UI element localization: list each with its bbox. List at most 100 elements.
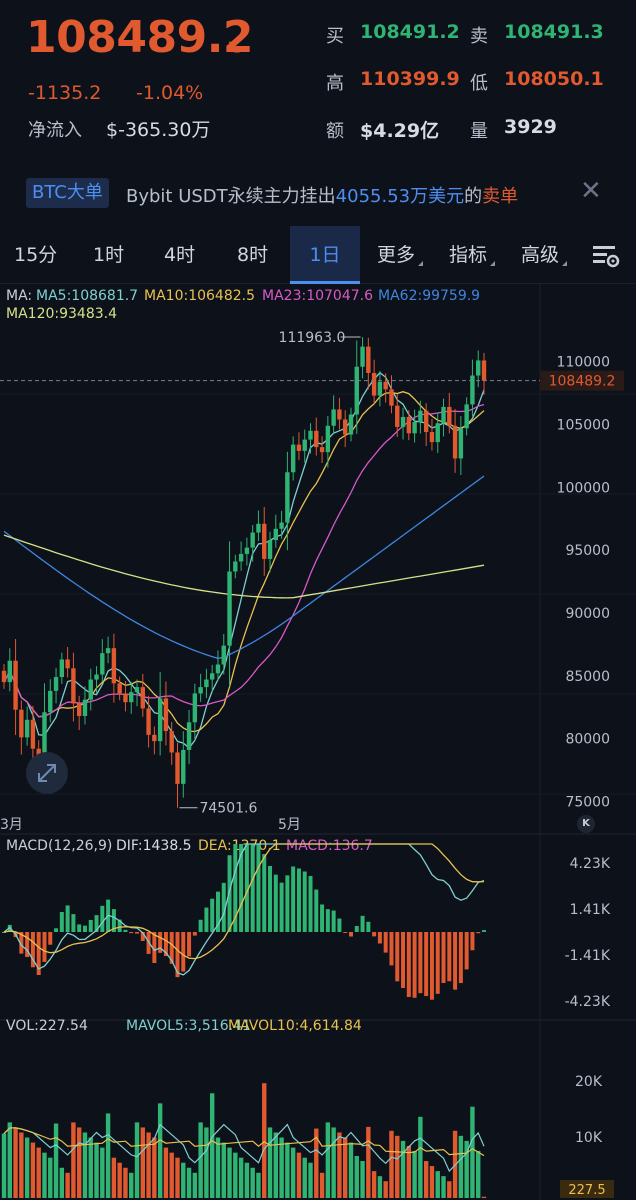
candle-body [458,428,464,459]
macd-hist-bar [169,932,174,964]
candle-body [30,719,36,749]
tab-15m[interactable]: 15分 [14,244,58,266]
volume-bar [13,1127,18,1198]
volume-bar [117,1162,122,1198]
change-percent: -1.04% [136,82,204,104]
volume-bar [366,1126,371,1198]
volume-bar [233,1152,238,1198]
mavol10-line [3,1127,485,1157]
candle-body [13,660,18,710]
close-icon[interactable]: ✕ [580,176,602,206]
candle-body [24,719,30,738]
banner-message[interactable]: Bybit USDT永续主力挂出4055.53万美元的卖单 [126,182,518,208]
candle-body [285,472,290,523]
volume-bar [429,1166,435,1198]
candle-body [157,698,163,742]
volume-bar [186,1167,192,1198]
volume-bar [458,1135,464,1198]
volume-label: 量 [470,121,488,142]
candle-body [117,683,122,694]
price-chart[interactable]: MA: MA5:108681.7 MA10:106482.5 MA23:1070… [0,284,636,1200]
price-y-axis: 110000 105000 100000 95000 90000 85000 80000 75… [557,355,610,811]
volume-bar [285,1142,290,1198]
ask-label: 卖 [470,26,488,47]
macd-hist-bar [429,932,434,1000]
tab-1d[interactable]: 1日 [290,226,360,284]
mavol10-legend: MAVOL10:4,614.84 [228,1018,362,1034]
price-y-tick: 85000 [565,669,610,685]
price-y-tick: 100000 [557,480,610,496]
price-y-tick: 75000 [565,794,610,810]
tab-indicators[interactable]: 指标 [449,226,496,284]
macd-hist-bar [192,932,197,936]
price-y-tick: 105000 [557,418,610,434]
tab-8h[interactable]: 8时 [237,244,269,266]
change-absolute: -1135.2 [28,82,102,104]
macd-hist-bar [424,932,429,997]
macd-hist-bar [48,932,53,945]
vol-legend: VOL:227.54 [6,1018,88,1034]
macd-hist-bar [42,932,47,962]
volume-bar [146,1132,151,1198]
tab-1h[interactable]: 1时 [93,244,125,266]
volume-bar [221,1142,226,1198]
macd-hist-bar [337,918,342,932]
chart-settings-icon[interactable] [590,240,620,270]
candle-body [354,366,359,415]
candle-body [146,708,151,735]
macd-hist-bar [372,932,377,937]
expand-icon[interactable] [26,752,68,794]
macd-hist-bar [221,882,226,932]
macd-hist-bar [366,921,371,932]
candle-body [395,405,400,428]
amount-value: $4.29亿 [360,120,440,142]
macd-hist-bar [2,932,6,933]
volume-bar [262,1083,267,1198]
volume-bar [42,1152,47,1198]
volume-bar [290,1147,296,1198]
macd-hist-bar [204,907,209,932]
banner-amount: 4055.53万美元 [335,186,465,207]
volume-bar [296,1152,302,1198]
tab-advanced[interactable]: 高级 [521,226,568,284]
macd-legend-title: MACD(12,26,9) [6,838,112,854]
macd-hist-bar [19,932,24,954]
volume-bar [470,1106,475,1198]
banner-tag[interactable]: BTC大单 [26,178,109,208]
volume-bar [111,1157,117,1198]
candle-body [296,444,302,451]
macd-hist-bar [227,855,232,932]
macd-hist-bar [152,932,157,963]
candle-body [181,749,186,784]
ma120-legend: MA120:93483.4 [6,306,117,322]
volume-bar [30,1142,36,1198]
tab-4h[interactable]: 4时 [164,244,196,266]
macd-hist-bar [244,844,249,932]
ma23-line [3,403,485,718]
candle-body [447,406,452,426]
volume-bar [24,1137,30,1198]
candle-body [314,430,319,448]
volume-bar [360,1161,365,1198]
candle-body [1,670,7,683]
candle-body [134,687,140,693]
volume-bar [227,1147,232,1198]
candle-body [308,430,313,440]
volume-bar [100,1147,105,1198]
volume-bar [481,1196,487,1198]
candle-body [215,664,221,674]
price-y-tick: 95000 [565,543,610,559]
kline-toggle-icon[interactable]: K [577,815,595,833]
volume-bar [476,1150,481,1198]
macd-hist-bar [291,866,296,932]
price-y-tick: 110000 [557,355,610,371]
volume-bar [1,1133,7,1198]
candle-body [65,659,70,669]
volume-bar [134,1122,140,1198]
candle-body [470,375,475,405]
volume-bar [447,1181,452,1198]
macd-hist-bar [343,932,348,933]
moving-averages [3,371,485,749]
tab-more[interactable]: 更多 [377,226,424,284]
macd-hist-bar [406,932,411,997]
